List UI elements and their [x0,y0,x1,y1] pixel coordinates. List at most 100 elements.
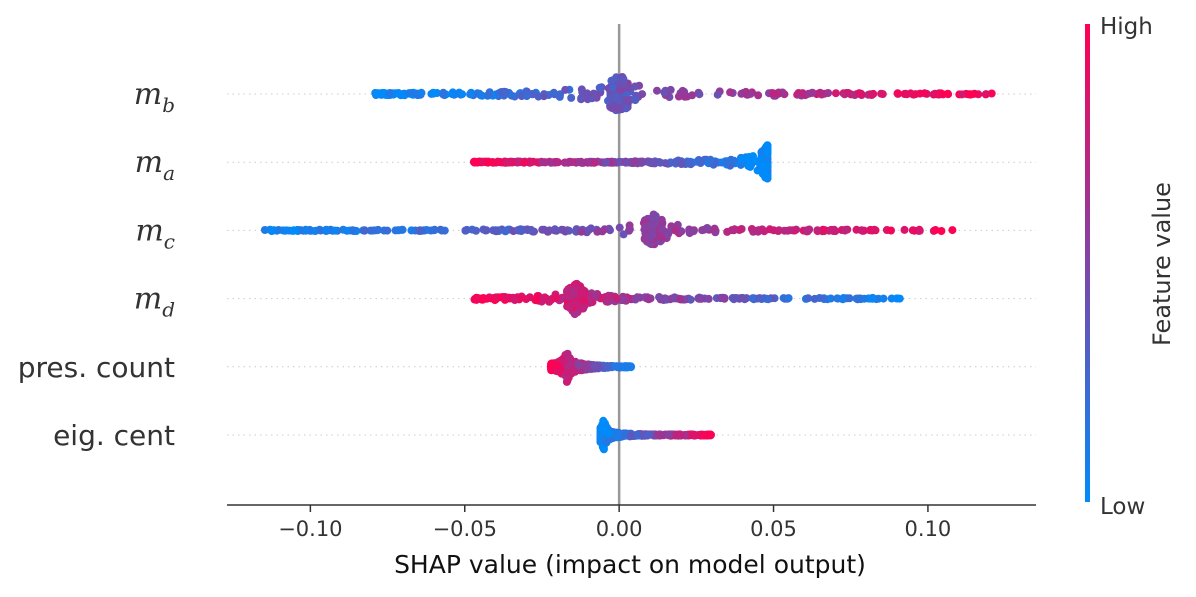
shap-point [439,90,448,99]
x-tick-label: 0.05 [750,517,797,541]
shap-point [765,225,774,234]
shap-point [559,225,567,234]
shap-point [615,223,624,232]
shap-point [657,224,666,233]
x-tick-label: 0.00 [596,517,643,541]
shap-point [813,226,822,235]
shap-point [664,430,673,439]
shap-point [920,89,929,98]
shap-point [523,226,532,235]
shap-point [405,89,414,98]
shap-point [398,225,407,234]
shap-point [868,294,877,303]
shap-point [590,362,599,371]
shap-point [706,430,715,439]
shap-point [448,89,457,98]
shap-point [613,362,622,371]
shap-point [614,96,623,105]
shap-point [522,92,531,101]
shap-point [534,92,543,101]
shap-point [887,226,895,235]
shap-point [690,431,699,440]
shap-point [641,222,650,231]
shap-point [301,226,310,235]
shap-point [625,225,634,234]
shap-point [649,210,658,219]
shap-point [841,226,849,235]
shap-point [373,226,382,235]
shap-point [383,226,392,235]
shap-point [741,87,750,96]
shap-point [584,226,593,234]
x-tick-label: −0.10 [278,517,342,541]
shap-point [722,158,731,167]
shap-point [598,227,607,236]
feature-label: pres. count [18,351,175,384]
shap-point [550,225,559,234]
shap-point [331,226,340,235]
shap-point [552,361,561,370]
shap-point [757,148,766,157]
shap-point [757,295,766,303]
shap-point [853,295,862,304]
shap-point [660,88,669,97]
shap-point [604,429,613,438]
shap-point [566,158,575,167]
shap-point [763,172,772,181]
shap-point [510,296,519,304]
shap-point [538,158,547,167]
shap-point [683,159,692,167]
shap-point [831,89,840,98]
shap-point [677,227,686,236]
shap-point [495,158,504,167]
shap-point [915,226,924,235]
shap-point [754,227,763,236]
shap-point [577,227,586,236]
shap-point [689,227,698,236]
shap-point [902,90,911,99]
shap-point [845,294,854,303]
shap-point [281,226,289,235]
shap-point [696,294,704,303]
colorbar-high-label: High [1100,14,1153,40]
shap-point [763,142,772,151]
shap-point [908,226,917,235]
shap-point [440,226,449,235]
shap-point [723,227,732,236]
shap-point [677,160,686,168]
shap-point [815,294,824,302]
shap-point [698,431,707,440]
shap-point [730,225,739,234]
shap-point [730,294,739,303]
shap-point [893,89,902,98]
shap-point [754,91,763,100]
shap-point [608,83,617,92]
shap-point [655,293,664,302]
shap-point [623,362,632,371]
shap-point [665,227,674,236]
shap-point [373,90,382,98]
shap-point [599,416,608,425]
shap-point [838,295,847,304]
shap-point [395,90,404,99]
shap-point [816,88,825,97]
shap-point [900,225,909,234]
shap-point [784,294,793,303]
feature-labels: mb ma mc md pres. count eig. cent [18,77,175,452]
shap-point [606,94,615,103]
shap-point [804,89,813,98]
shap-point [630,157,639,166]
shap-point [484,90,493,99]
colorbar: High Low Feature value [1085,14,1176,520]
shap-point [520,158,528,167]
shap-point [578,286,587,295]
shap-point [615,105,624,114]
shap-points [260,73,996,454]
shap-point [775,226,783,235]
shap-point [982,90,990,99]
shap-point [678,86,687,95]
shap-point [407,226,416,235]
shap-point [827,225,836,234]
shap-point [895,294,904,303]
shap-point [671,226,680,235]
